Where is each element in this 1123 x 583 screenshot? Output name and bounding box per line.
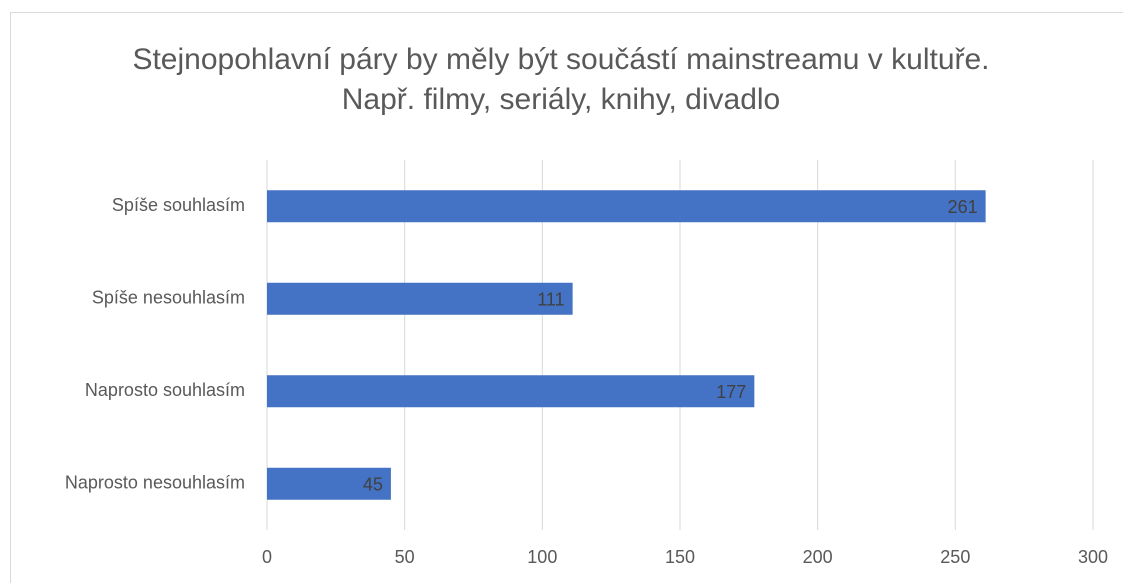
- x-tick-label: 150: [665, 547, 695, 567]
- chart-border: [10, 12, 1123, 583]
- bar: [267, 282, 573, 315]
- x-tick-label: 200: [803, 547, 833, 567]
- x-tick-label: 0: [262, 547, 272, 567]
- y-tick-label: Spíše nesouhlasím: [92, 288, 245, 308]
- x-tick-label: 50: [395, 547, 415, 567]
- bar: [267, 190, 986, 223]
- bar: [267, 467, 391, 500]
- x-tick-label: 100: [527, 547, 557, 567]
- bar: [267, 375, 755, 408]
- data-label: 177: [716, 382, 746, 402]
- x-tick-label: 300: [1078, 547, 1108, 567]
- data-label: 111: [537, 290, 564, 310]
- y-tick-label: Naprosto nesouhlasím: [65, 473, 245, 493]
- data-label: 261: [948, 197, 978, 217]
- x-tick-label: 250: [940, 547, 970, 567]
- y-tick-label: Spíše souhlasím: [112, 195, 245, 215]
- data-label: 45: [363, 475, 383, 495]
- y-tick-label: Naprosto souhlasím: [85, 380, 245, 400]
- chart-title: Stejnopohlavní páry by měly být součástí…: [132, 43, 990, 116]
